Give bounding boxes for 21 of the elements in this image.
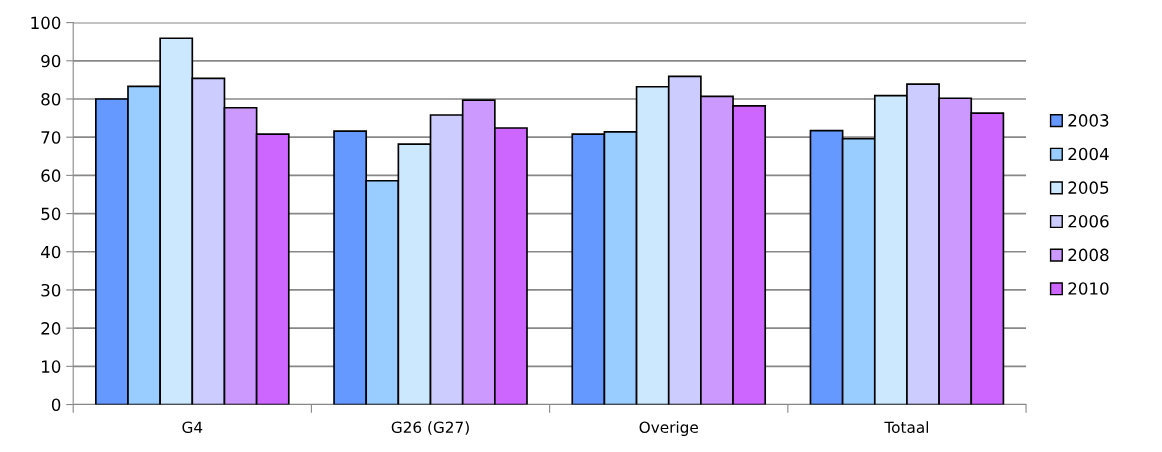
legend-label: 2010	[1068, 282, 1109, 295]
y-tick-label: 60	[41, 169, 61, 182]
x-tick-label: G4	[182, 421, 203, 434]
legend-label: 2006	[1068, 214, 1109, 228]
y-tick-label: 70	[41, 131, 61, 144]
x-tick-label: G26 (G27)	[391, 421, 469, 435]
legend-label: 2004	[1068, 147, 1109, 161]
x-tick-label: Totaal	[884, 421, 929, 434]
y-tick-label: 30	[41, 283, 61, 297]
y-tick-label: 50	[41, 207, 61, 221]
y-tick-label: 90	[41, 54, 61, 68]
x-tick-label: Overige	[639, 421, 698, 436]
y-tick-label: 10	[42, 360, 61, 373]
y-tick-label: 0	[51, 398, 61, 412]
y-tick-label: 80	[41, 92, 61, 106]
legend-label: 2005	[1068, 181, 1109, 194]
legend-label: 2003	[1068, 114, 1109, 127]
y-tick-label: 100	[31, 16, 61, 30]
y-tick-label: 40	[41, 245, 61, 259]
legend-label: 2008	[1068, 248, 1109, 262]
y-tick-label: 20	[41, 322, 61, 335]
